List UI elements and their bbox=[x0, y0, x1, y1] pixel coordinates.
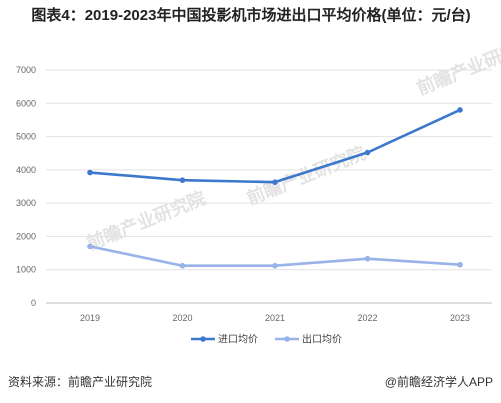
x-tick-label: 2022 bbox=[357, 313, 377, 323]
chart-title: 图表4：2019-2023年中国投影机市场进出口平均价格(单位：元/台) bbox=[31, 7, 471, 24]
data-point bbox=[87, 243, 93, 250]
legend-label: 进口均价 bbox=[218, 334, 258, 346]
y-tick-label: 7000 bbox=[16, 65, 36, 75]
series-line bbox=[89, 108, 461, 184]
legend-label: 出口均价 bbox=[302, 333, 342, 346]
y-tick-label: 5000 bbox=[16, 132, 36, 142]
y-tick-label: 6000 bbox=[16, 98, 36, 108]
data-point bbox=[364, 255, 371, 262]
data-point bbox=[87, 169, 93, 176]
footer: 资料来源：前瞻产业研究院 @前瞻经济学人APP bbox=[8, 373, 493, 390]
y-tick-label: 1000 bbox=[16, 265, 36, 275]
data-point bbox=[457, 261, 463, 268]
x-tick-label: 2021 bbox=[265, 313, 285, 323]
grid-lines bbox=[46, 69, 492, 304]
brand-label: @前瞻经济学人APP bbox=[384, 375, 493, 389]
watermark-text: 前瞻产业研究院 bbox=[84, 187, 209, 255]
legend-swatch-marker bbox=[200, 336, 206, 342]
legend-item: 出口均价 bbox=[275, 333, 342, 346]
legend: 进口均价 出口均价 bbox=[191, 333, 342, 346]
legend-item: 进口均价 bbox=[191, 334, 258, 346]
legend-swatch-marker bbox=[284, 336, 290, 342]
series-line bbox=[89, 245, 461, 268]
data-point bbox=[179, 177, 186, 183]
data-point bbox=[179, 262, 186, 269]
x-axis-ticks: 2019 2020 2021 2022 2023 bbox=[80, 313, 470, 323]
y-tick-label: 0 bbox=[31, 298, 36, 308]
x-tick-label: 2023 bbox=[450, 313, 470, 323]
data-point bbox=[272, 262, 278, 269]
x-tick-label: 2020 bbox=[172, 313, 192, 323]
series-layer bbox=[87, 107, 463, 269]
data-point bbox=[272, 179, 278, 185]
watermark-text: 前瞻产业研究院 bbox=[414, 32, 501, 100]
watermark-text: 前瞻产业研究院 bbox=[244, 142, 369, 210]
y-tick-label: 4000 bbox=[16, 165, 36, 175]
y-axis-ticks: 0 1000 2000 3000 4000 5000 6000 7000 bbox=[16, 65, 36, 308]
data-point bbox=[457, 107, 463, 113]
y-tick-label: 2000 bbox=[16, 231, 36, 241]
source-note: 资料来源：前瞻产业研究院 bbox=[8, 375, 153, 389]
series-import bbox=[87, 107, 463, 185]
series-export bbox=[87, 243, 463, 269]
x-tick-label: 2019 bbox=[80, 313, 100, 323]
y-tick-label: 3000 bbox=[16, 198, 36, 208]
data-point bbox=[364, 149, 371, 156]
